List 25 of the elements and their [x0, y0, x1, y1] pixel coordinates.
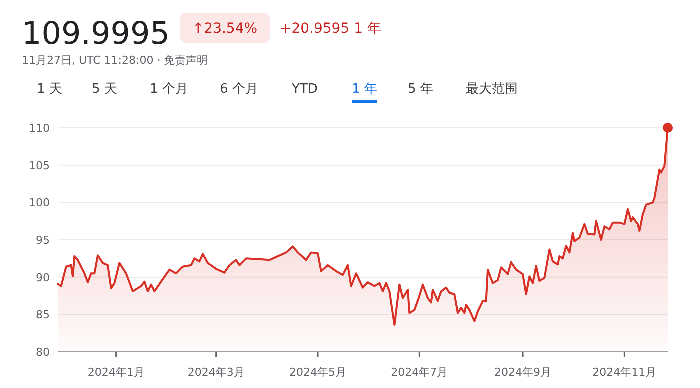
- text: 1 天: [37, 82, 62, 97]
- chart-subtitle: 11月27日, UTC 11:28:00 · 免责声明: [22, 54, 208, 67]
- x-tick-label: 2024年11月: [592, 366, 657, 379]
- x-tick-label: 2024年3月: [188, 366, 245, 379]
- x-tick-label: 2024年7月: [391, 366, 448, 379]
- text: 1 个月: [150, 82, 188, 97]
- y-tick-label: 85: [36, 308, 50, 322]
- text: 最大范围: [466, 82, 518, 97]
- text: 1 年: [352, 82, 378, 97]
- text: 5 天: [92, 82, 118, 97]
- y-tick-label: 80: [36, 346, 50, 359]
- text: 6 个月: [220, 82, 258, 97]
- text: ↑23.54%: [192, 21, 258, 37]
- x-tick-label: 2024年1月: [88, 366, 145, 379]
- text: +20.9595 1 年: [280, 21, 382, 37]
- chart-title: 109.9995: [22, 16, 170, 52]
- y-tick-label: 90: [36, 271, 50, 284]
- y-tick-label: 95: [36, 234, 50, 247]
- text: YTD: [291, 82, 318, 97]
- x-tick-label: 2024年5月: [290, 366, 346, 379]
- y-tick-label: 100: [29, 196, 50, 210]
- text: 5 年: [408, 82, 434, 97]
- y-tick-label: 110: [29, 122, 50, 135]
- y-tick-label: 105: [29, 159, 50, 172]
- x-tick-label: 2024年9月: [494, 366, 552, 379]
